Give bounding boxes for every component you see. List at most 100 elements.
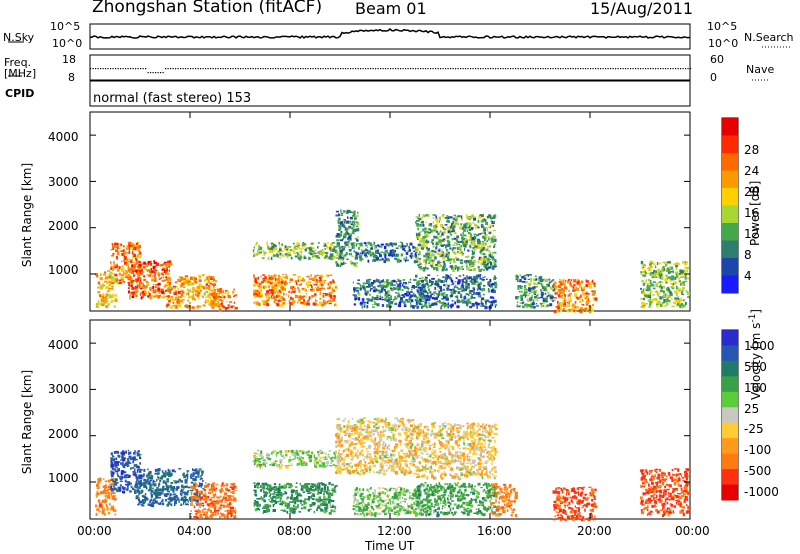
data-cell: [364, 244, 367, 247]
data-cell: [469, 263, 472, 266]
data-cell: [422, 268, 425, 272]
data-cell: [227, 499, 229, 501]
data-cell: [177, 288, 179, 290]
data-cell: [534, 289, 538, 293]
data-cell: [547, 305, 550, 307]
data-cell: [435, 246, 437, 250]
data-cell: [655, 273, 660, 276]
data-cell: [116, 263, 118, 267]
data-cell: [339, 250, 343, 253]
data-cell: [492, 290, 496, 294]
data-cell: [312, 302, 316, 306]
data-cell: [138, 250, 141, 253]
data-cell: [649, 262, 652, 266]
data-cell: [353, 212, 356, 216]
data-cell: [118, 468, 120, 472]
data-cell: [655, 270, 658, 274]
data-cell: [519, 305, 522, 307]
data-cell: [210, 497, 212, 501]
data-cell: [175, 494, 178, 499]
data-cell: [110, 452, 113, 456]
data-cell: [162, 472, 165, 475]
data-cell: [108, 303, 110, 306]
data-cell: [207, 275, 210, 278]
data-cell: [262, 279, 266, 282]
data-cell: [292, 249, 295, 254]
data-cell: [268, 508, 270, 512]
data-cell: [262, 301, 266, 305]
data-cell: [138, 482, 142, 486]
data-cell: [354, 264, 358, 267]
data-cell: [217, 496, 221, 499]
data-cell: [419, 289, 422, 291]
data-cell: [450, 258, 454, 261]
data-cell: [373, 279, 376, 283]
data-cell: [469, 269, 473, 271]
data-cell: [104, 494, 108, 498]
data-cell: [276, 451, 279, 454]
data-cell: [541, 284, 544, 287]
data-cell: [191, 499, 193, 503]
data-cell: [394, 302, 398, 306]
data-cell: [293, 301, 296, 304]
data-cell: [670, 271, 674, 273]
data-cell: [273, 462, 277, 465]
data-cell: [356, 239, 359, 242]
data-cell: [420, 303, 423, 305]
data-cell: [528, 292, 531, 295]
power-colorbar-tick: 4: [744, 269, 752, 283]
data-cell: [135, 262, 138, 264]
data-cell: [464, 247, 466, 251]
data-cell: [651, 275, 653, 277]
data-cell: [123, 471, 127, 473]
data-cell: [406, 259, 409, 262]
data-cell: [452, 304, 454, 308]
data-cell: [214, 509, 217, 513]
data-cell: [283, 510, 287, 512]
data-cell: [437, 289, 440, 292]
data-cell: [138, 492, 140, 496]
data-cell: [336, 233, 340, 237]
data-cell: [161, 291, 165, 294]
data-cell: [139, 288, 143, 290]
data-cell: [472, 255, 475, 259]
data-cell: [524, 303, 527, 307]
date-label: 15/Aug/2011: [590, 0, 694, 18]
data-cell: [196, 499, 199, 503]
data-cell: [283, 454, 285, 458]
data-cell: [355, 254, 358, 258]
data-cell: [421, 285, 424, 287]
data-cell: [553, 299, 555, 301]
data-cell: [576, 297, 580, 300]
data-cell: [112, 247, 115, 250]
data-cell: [674, 282, 678, 284]
data-cell: [426, 250, 429, 254]
data-cell: [178, 478, 182, 482]
data-cell: [222, 513, 225, 516]
data-cell: [557, 307, 561, 310]
data-cell: [558, 294, 560, 298]
data-cell: [457, 288, 461, 290]
data-cell: [406, 291, 408, 293]
data-cell: [411, 255, 414, 258]
data-cell: [110, 470, 113, 474]
data-cell: [141, 271, 143, 275]
data-cell: [290, 296, 293, 300]
data-cell: [270, 497, 272, 500]
data-cell: [123, 490, 126, 494]
power-colorbar-tick: 20: [744, 185, 760, 199]
data-cell: [534, 275, 537, 278]
data-cell: [442, 251, 444, 255]
data-cell: [261, 464, 263, 467]
data-cell: [573, 284, 576, 287]
data-cell: [137, 487, 139, 491]
data-cell: [435, 215, 438, 219]
data-cell: [579, 300, 582, 303]
data-cell: [386, 299, 390, 302]
data-cell: [417, 286, 421, 289]
data-cell: [494, 263, 497, 266]
data-cell: [131, 271, 135, 275]
data-cell: [355, 225, 359, 227]
data-cell: [102, 499, 105, 503]
data-cell: [327, 495, 330, 498]
